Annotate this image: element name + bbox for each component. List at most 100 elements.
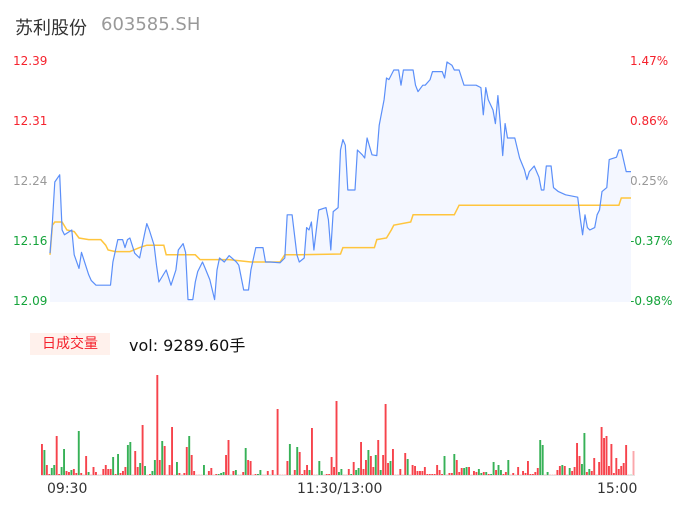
volume-bar (43, 450, 46, 475)
volume-bar (298, 452, 301, 475)
volume-bar (490, 474, 493, 475)
volume-bar (65, 471, 68, 475)
volume-bar (534, 472, 537, 475)
y-tick-left: 12.31 (13, 114, 48, 128)
volume-bar (171, 427, 173, 475)
volume-bar (68, 472, 70, 475)
volume-readout: vol: 9289.60手 (129, 336, 246, 355)
volume-bar (620, 466, 623, 475)
volume-bar (176, 462, 178, 475)
volume-bar (212, 474, 215, 475)
volume-bar (551, 474, 554, 475)
volume-bar (158, 460, 161, 475)
volume-bar (436, 465, 439, 475)
volume-bar (325, 474, 328, 475)
volume-bar (144, 466, 146, 475)
volume-bar (362, 469, 365, 475)
volume-bar (522, 471, 524, 475)
volume-bar (514, 474, 517, 475)
volume-bar (149, 474, 151, 475)
volume-bar (428, 474, 431, 475)
volume-bar (387, 463, 389, 475)
volume-bar (122, 471, 124, 475)
volume-bar (153, 460, 156, 475)
volume-bar (136, 467, 139, 475)
volume-bar (622, 463, 625, 475)
volume-bar (141, 425, 144, 475)
volume-bar (217, 474, 220, 475)
volume-bar (615, 458, 618, 475)
x-tick-close: 15:00 (597, 481, 638, 497)
volume-bar (107, 469, 110, 475)
volume-bar (588, 469, 591, 475)
volume-bar (573, 467, 576, 475)
volume-bar (531, 474, 534, 475)
volume-bar (87, 472, 90, 475)
daily-volume-tab[interactable]: 日成交量 (30, 333, 110, 355)
volume-bar (249, 461, 252, 475)
volume-bar (517, 467, 520, 475)
volume-bar (529, 474, 532, 475)
volume-bar (566, 474, 569, 475)
volume-bar (477, 469, 480, 475)
volume-bar (288, 444, 291, 475)
volume-bar (404, 453, 407, 475)
volume-bar (482, 472, 485, 475)
volume-bar (72, 469, 75, 475)
volume-bar (276, 409, 279, 475)
volume-bar (198, 474, 200, 475)
volume-bar (568, 468, 571, 475)
volume-bar (504, 472, 507, 475)
volume-bar (215, 474, 218, 475)
volume-bar (247, 460, 250, 475)
volume-bar (77, 431, 80, 475)
volume-bar (345, 474, 348, 475)
volume-bar (416, 471, 419, 475)
volume-bar (232, 471, 235, 475)
volume-bar (168, 465, 171, 475)
volume-bar (411, 465, 414, 475)
volume-bar (485, 472, 488, 475)
volume-bar (465, 467, 468, 475)
volume-bar (350, 474, 353, 475)
y-tick-left: 12.16 (13, 234, 48, 248)
volume-bar (617, 469, 620, 475)
volume-bar (234, 470, 237, 475)
volume-bar (460, 468, 463, 475)
volume-bar (124, 467, 127, 475)
volume-bar (210, 468, 213, 475)
volume-bar (500, 470, 502, 475)
volume-bar (53, 465, 56, 475)
volume-bar (470, 474, 473, 475)
volume-bar (598, 462, 601, 475)
volume-bar (99, 474, 102, 475)
volume-bar (431, 474, 434, 475)
volume-bar (173, 474, 176, 475)
volume-bar (409, 474, 412, 475)
volume-bar (109, 469, 112, 475)
volume-bar (340, 469, 343, 475)
volume-bar (519, 474, 522, 475)
volume-bar (284, 474, 286, 475)
y-tick-right: -0.98% (630, 294, 673, 308)
volume-bar (161, 441, 164, 475)
volume-bar (50, 468, 53, 475)
price-area (50, 62, 631, 302)
volume-bar (320, 471, 323, 475)
volume-bar (475, 472, 478, 475)
volume-bar (443, 456, 446, 475)
volume-bar (453, 454, 456, 475)
volume-bar (303, 470, 306, 475)
volume-bar (365, 460, 367, 475)
volume-bar (41, 444, 43, 475)
y-tick-right: -0.37% (630, 234, 673, 248)
volume-bar (85, 456, 88, 475)
volume-bar (112, 457, 115, 475)
volume-bar (480, 473, 483, 475)
x-tick-open: 09:30 (47, 481, 88, 497)
volume-bar (244, 448, 247, 475)
volume-bar (146, 474, 149, 475)
volume-bar (335, 401, 338, 475)
volume-bar (374, 455, 377, 475)
